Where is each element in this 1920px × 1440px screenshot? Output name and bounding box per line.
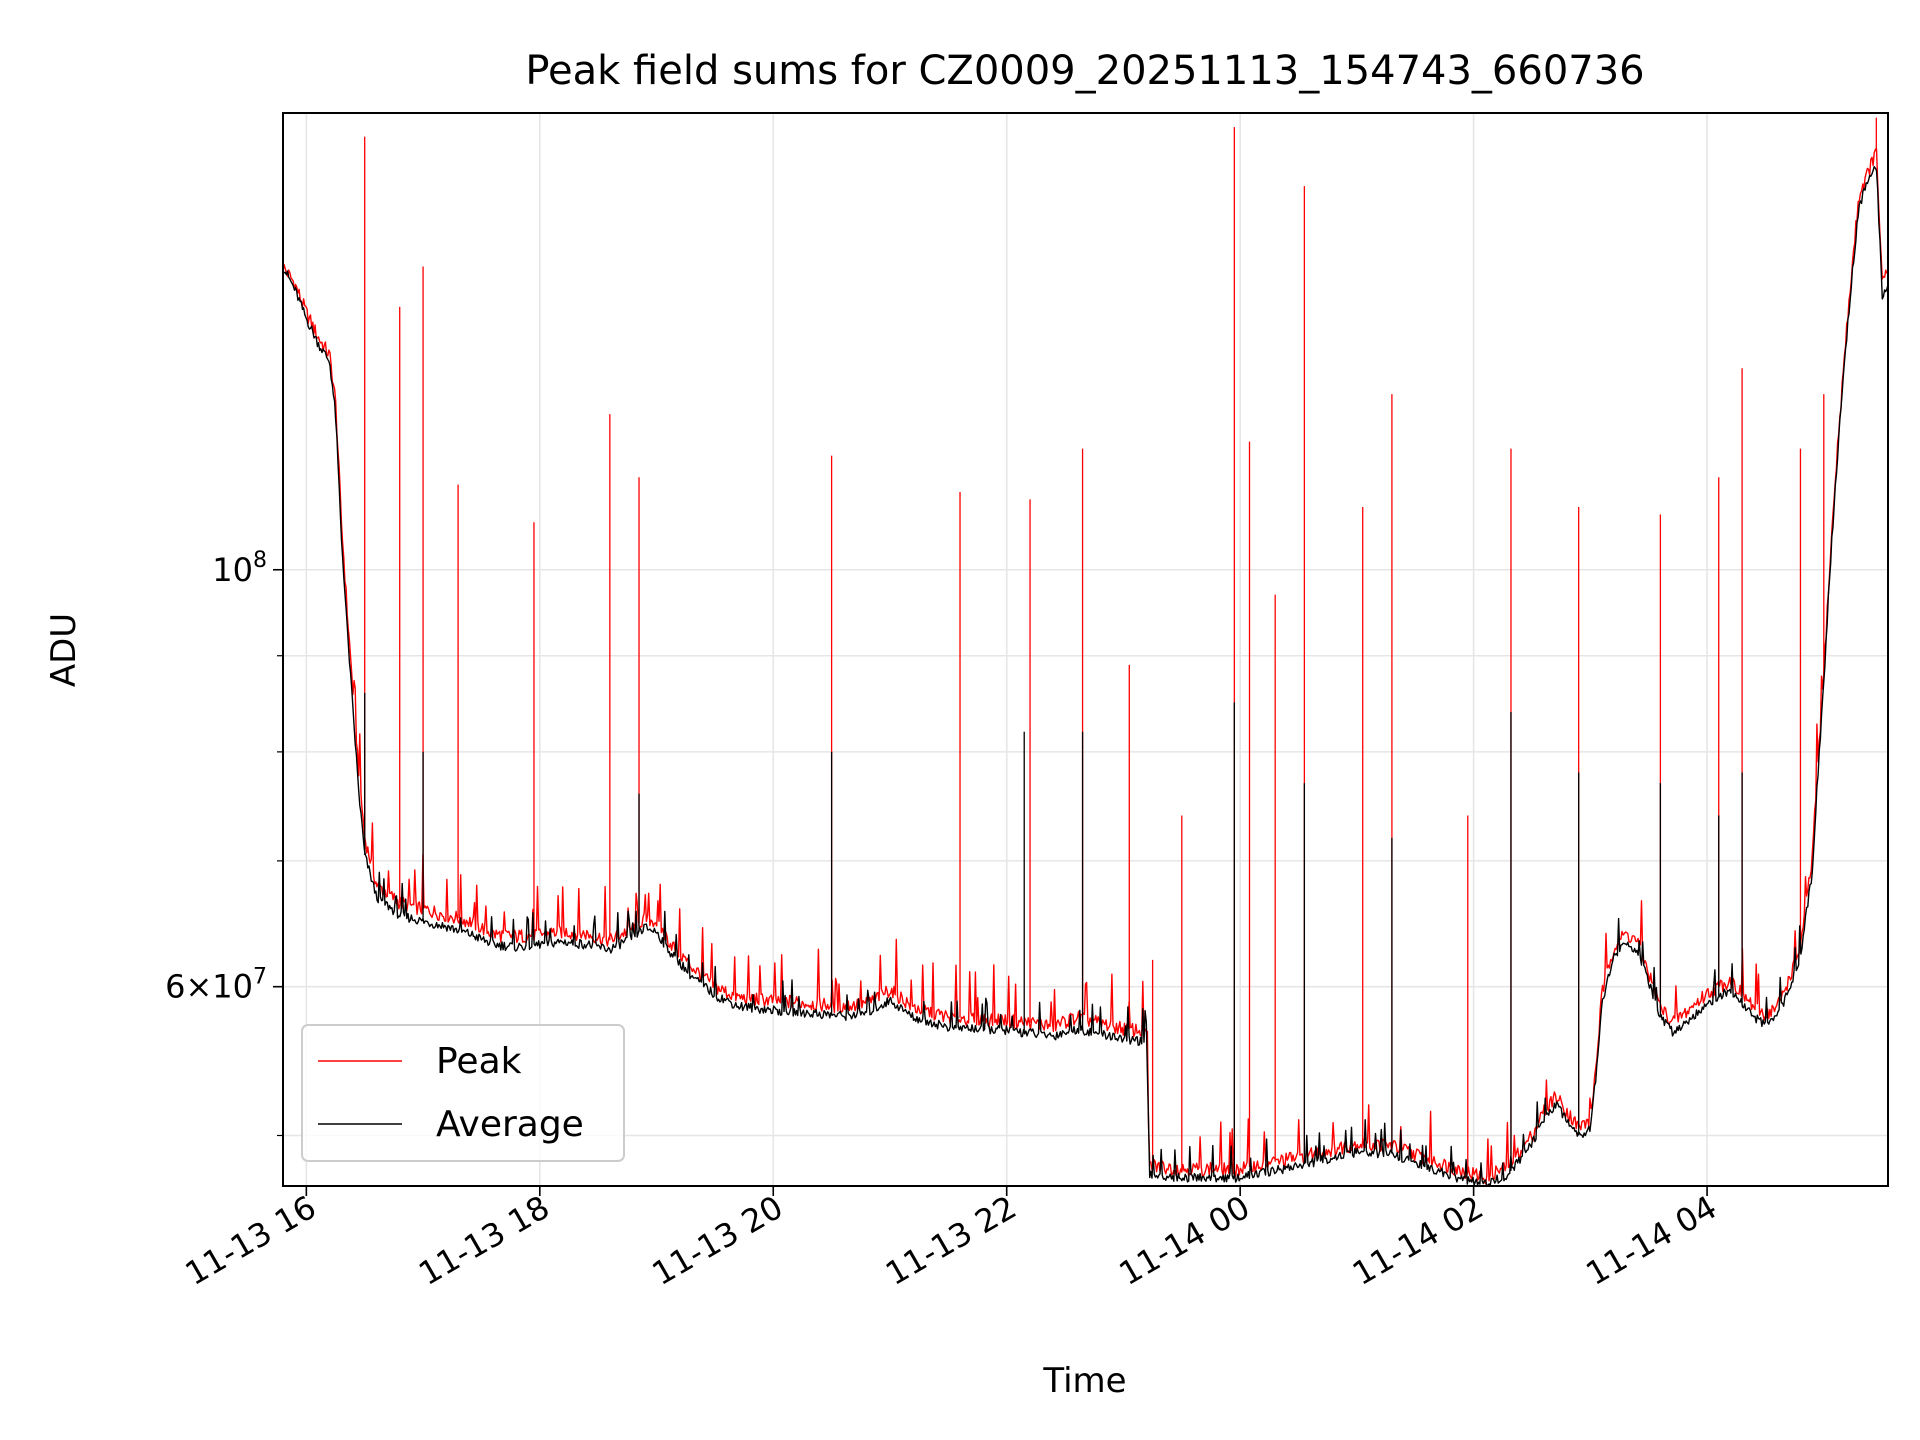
plot-frame — [282, 112, 1889, 1187]
chart-title: Peak field sums for CZ0009_20251113_1547… — [525, 48, 1644, 94]
legend: Peak Average — [301, 1024, 625, 1162]
y-tick-label: 6×107 — [165, 965, 267, 1006]
legend-peak-label: Peak — [436, 1041, 522, 1082]
series-peak — [282, 117, 1889, 1185]
y-axis-label: ADU — [44, 613, 84, 687]
y-tick-base: 10 — [212, 551, 253, 589]
y-tick-label: 108 — [212, 548, 267, 589]
y-tick-exponent: 7 — [253, 965, 267, 990]
series-line-average — [282, 165, 1889, 1187]
series-layer — [282, 117, 1889, 1187]
legend-average-label: Average — [436, 1104, 584, 1145]
x-axis-label: Time — [1042, 1361, 1126, 1401]
y-tick-base: 6×10 — [165, 968, 253, 1006]
legend-box — [301, 1024, 625, 1162]
grid — [283, 113, 1888, 1186]
series-average — [282, 165, 1889, 1187]
y-axis-ticks: 108 6×107 — [165, 548, 283, 1137]
y-tick-exponent: 8 — [253, 548, 267, 573]
